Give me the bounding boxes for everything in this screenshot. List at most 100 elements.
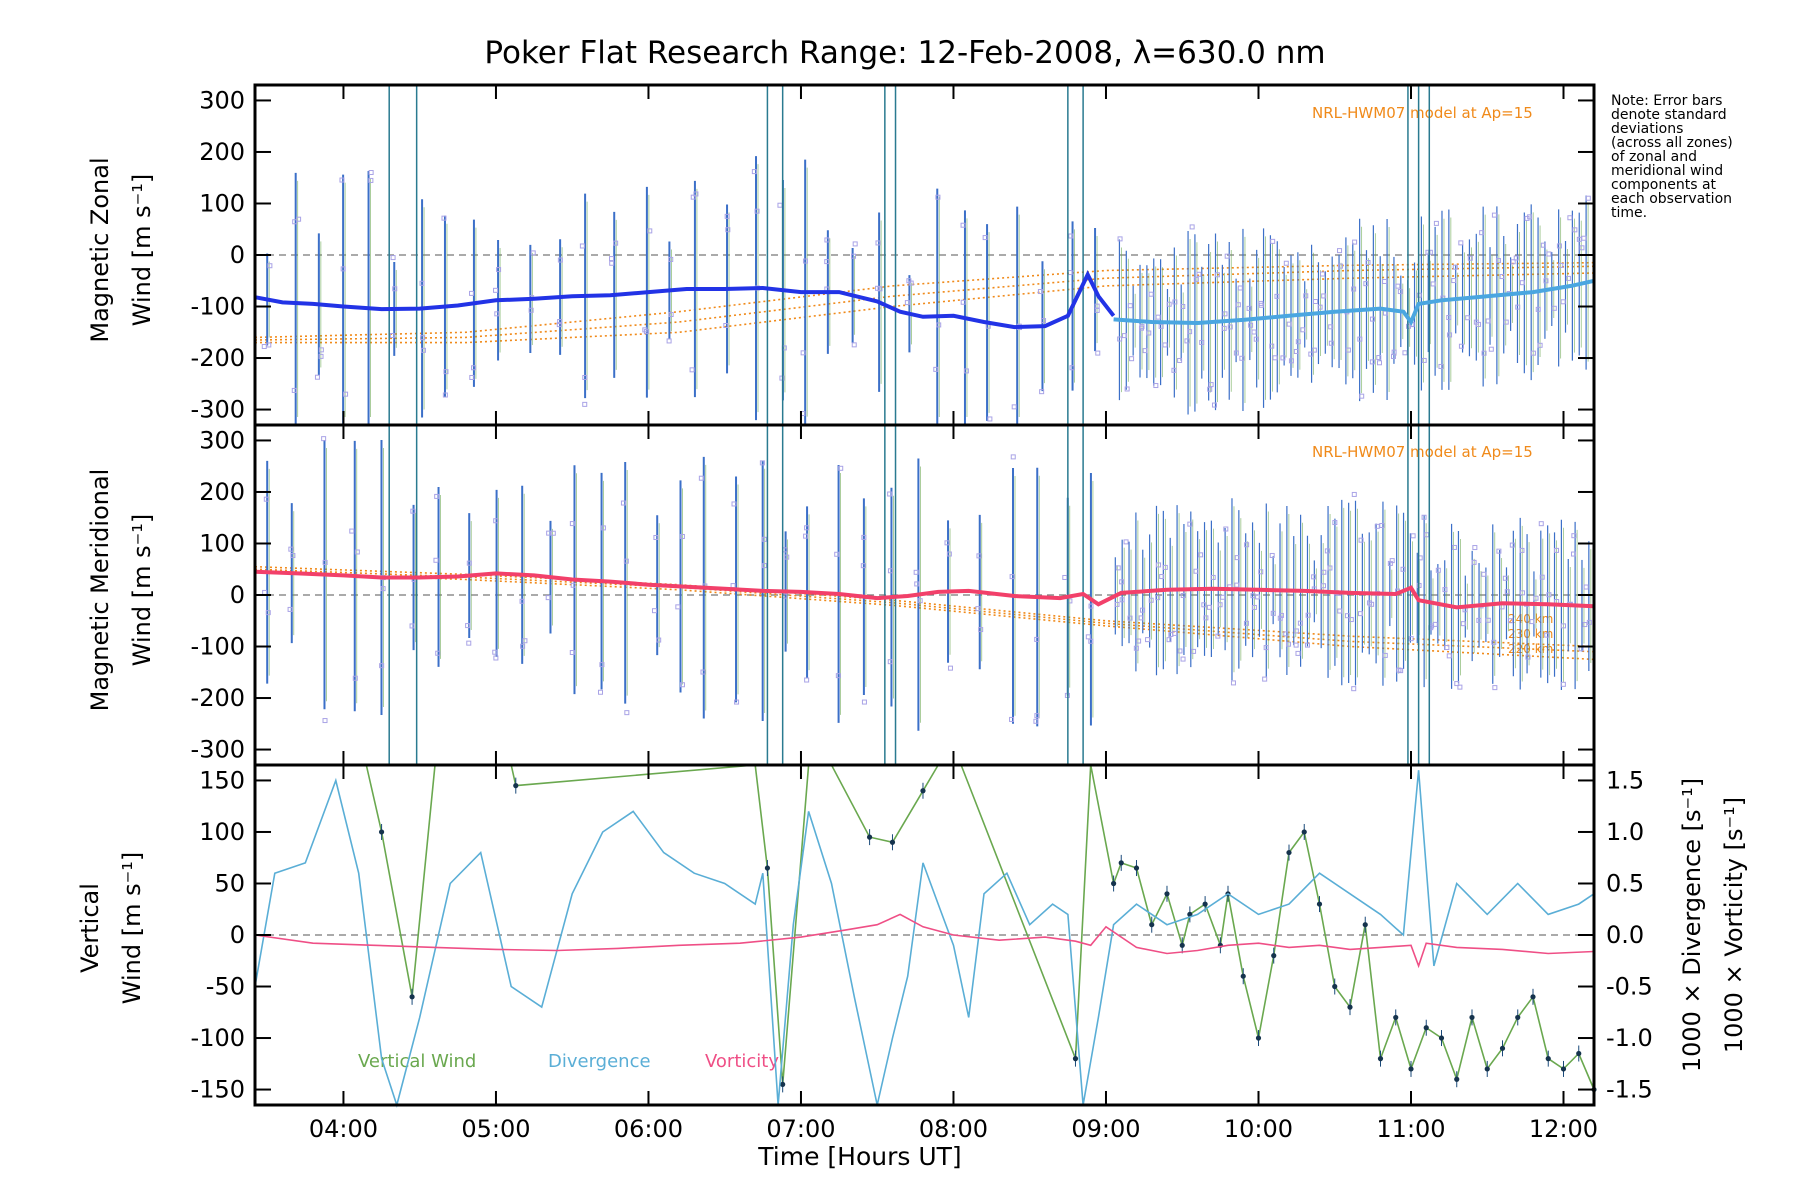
zonal-scatter-point <box>493 287 499 293</box>
meridional-scatter-point <box>914 581 920 587</box>
note-line: (across all zones) <box>1611 135 1733 151</box>
zonal-scatter-point <box>1527 214 1533 220</box>
meridional-scatter-point <box>287 606 293 612</box>
meridional-ytick-label: -200 <box>191 684 245 712</box>
meridional-scatter-point <box>1502 575 1508 581</box>
meridional-scatter-point <box>1519 547 1525 553</box>
meridional-scatter-point <box>1297 620 1303 626</box>
zonal-scatter-point <box>1184 338 1190 344</box>
meridional-scatter-point <box>1561 623 1567 629</box>
meridional-scatter-point <box>1177 648 1183 654</box>
legend-divergence: Divergence <box>548 1051 651 1072</box>
zonal-scatter-point <box>1124 386 1130 392</box>
zonal-scatter-point <box>1069 365 1075 371</box>
zonal-scatter-point <box>1546 251 1552 257</box>
meridional-scatter-point <box>569 650 575 656</box>
meridional-scatter-point <box>321 436 327 442</box>
meridional-scatter-point <box>1583 584 1589 590</box>
meridional-scatter-point <box>1544 632 1550 638</box>
meridional-scatter-point <box>978 627 984 633</box>
zonal-scatter-point <box>1352 239 1358 245</box>
zonal-ylabel-line1: Magnetic Zonal <box>86 157 114 342</box>
meridional-scatter-point <box>493 518 499 524</box>
meridional-scatter-point <box>1223 526 1229 532</box>
vertical-wind-point <box>764 865 771 871</box>
zonal-scatter-point <box>1452 264 1458 270</box>
meridional-scatter-point <box>860 563 866 569</box>
zonal-scatter-point <box>1068 233 1074 239</box>
right-ytick-label: 0.5 <box>1606 869 1644 897</box>
vertical-wind-point <box>1301 829 1307 835</box>
zonal-scatter-point <box>1391 353 1397 359</box>
zonal-ytick-label: -300 <box>191 396 245 424</box>
meridional-scatter-point <box>1244 542 1250 548</box>
zonal-scatter-point <box>963 368 969 374</box>
meridional-scatter-point <box>1432 621 1438 627</box>
meridional-scatter-point <box>1115 565 1121 571</box>
meridional-scatter-point <box>834 551 840 557</box>
xtick-label: 08:00 <box>919 1115 988 1143</box>
zonal-scatter-point <box>1397 289 1403 295</box>
meridional-scatter-point <box>1533 595 1539 601</box>
meridional-scatter-point <box>1133 645 1139 651</box>
meridional-scatter-point <box>1034 713 1040 719</box>
zonal-scatter-point <box>443 369 449 375</box>
zonal-ytick-label: 100 <box>199 189 245 217</box>
zonal-scatter-point <box>1317 304 1323 310</box>
zonal-scatter-point <box>1537 342 1543 348</box>
zonal-scatter-point <box>1011 404 1017 410</box>
vertical-wind-point <box>1316 901 1323 907</box>
meridional-scatter-point <box>263 496 269 502</box>
meridional-scatter-point <box>265 610 271 616</box>
meridional-scatter-point <box>1034 636 1040 642</box>
meridional-scatter-point <box>1421 514 1427 520</box>
meridional-scatter-point <box>1387 560 1393 566</box>
zonal-scatter-point <box>1503 319 1509 325</box>
meridional-scatter-point <box>698 475 704 481</box>
right-ytick-label: -1.5 <box>1606 1076 1653 1104</box>
meridional-scatter-point <box>1324 548 1330 554</box>
meridional-ytick-label: 200 <box>199 478 245 506</box>
zonal-scatter-point <box>1363 281 1369 287</box>
zonal-scatter-point <box>368 170 374 176</box>
zonal-scatter-point <box>613 240 619 246</box>
zonal-scatter-point <box>936 322 942 328</box>
zonal-scatter-point <box>689 367 695 373</box>
zonal-ytick-label: -200 <box>191 344 245 372</box>
meridional-scatter-point <box>546 530 552 536</box>
zonal-scatter-point <box>1270 238 1276 244</box>
meridional-scatter-point <box>1560 681 1566 687</box>
vertical-ytick-label: 50 <box>214 869 245 897</box>
zonal-scatter-point <box>469 290 475 296</box>
zonal-scatter-point <box>824 259 830 265</box>
zonal-scatter-point <box>1365 260 1371 266</box>
zonal-scatter-point <box>1129 356 1135 362</box>
zonal-scatter-point <box>1430 281 1436 287</box>
zonal-scatter-point <box>779 375 785 381</box>
meridional-scatter-point <box>1114 601 1120 607</box>
right-ytick-label: -0.5 <box>1606 973 1653 1001</box>
xtick-label: 04:00 <box>309 1115 378 1143</box>
zonal-scatter-point <box>1039 389 1045 395</box>
zonal-scatter-point <box>1438 363 1444 369</box>
zonal-scatter-point <box>494 311 500 317</box>
meridional-scatter-point <box>1203 615 1209 621</box>
zonal-scatter-point <box>1458 240 1464 246</box>
meridional-scatter-point <box>1009 574 1015 580</box>
meridional-scatter-point <box>624 710 630 716</box>
meridional-scatter-point <box>1435 567 1441 573</box>
zonal-scatter-point <box>1153 383 1159 389</box>
meridional-scatter-point <box>1166 637 1172 643</box>
right-ytick-label: -1.0 <box>1606 1024 1653 1052</box>
zonal-scatter-point <box>1376 355 1382 361</box>
zonal-scatter-point <box>1515 304 1521 310</box>
vertical-ytick-label: -100 <box>191 1024 245 1052</box>
zonal-scatter-point <box>318 353 324 359</box>
meridional-scatter-point <box>1230 680 1236 686</box>
zonal-scatter-point <box>1177 357 1183 363</box>
meridional-scatter-point <box>1321 583 1327 589</box>
meridional-scatter-point <box>1251 604 1257 610</box>
meridional-scatter-point <box>1180 656 1186 662</box>
zonal-scatter-point <box>693 191 699 197</box>
meridional-scatter-point <box>1570 551 1576 557</box>
